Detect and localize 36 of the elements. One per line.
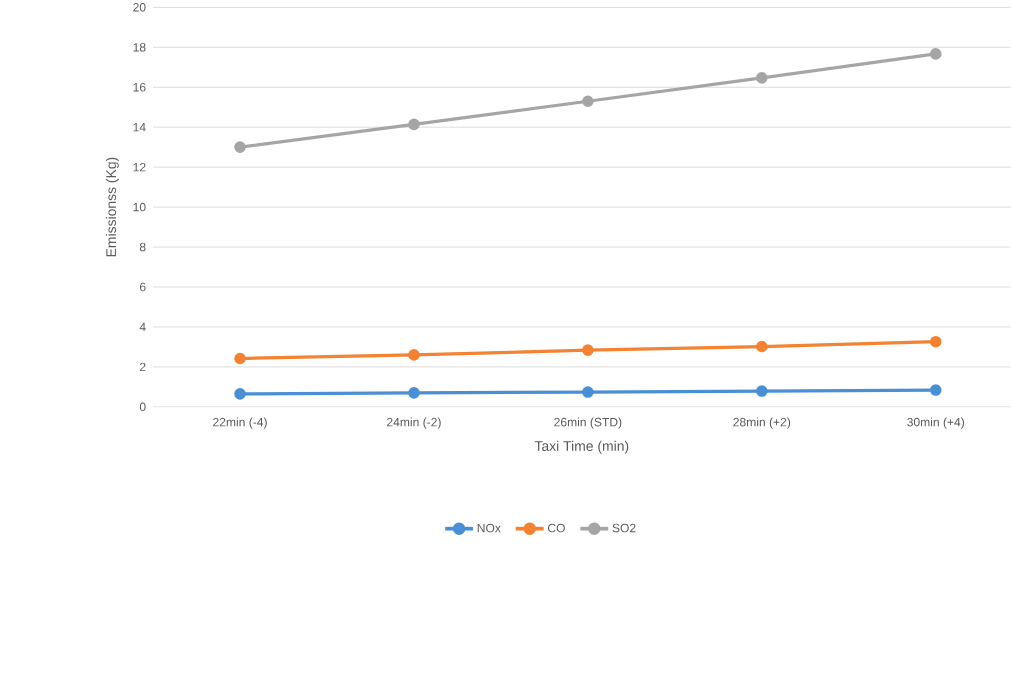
legend-label: CO <box>547 523 565 533</box>
point <box>929 47 942 60</box>
y-tick-label: 0 <box>139 402 146 411</box>
point <box>234 387 246 400</box>
point <box>929 384 942 396</box>
point <box>408 386 420 399</box>
point <box>756 340 768 353</box>
y-tick-label: 10 <box>133 202 146 212</box>
legend-label: SO2 <box>612 523 636 533</box>
point <box>756 71 768 84</box>
y-tick-label: 4 <box>139 322 146 331</box>
point <box>582 344 594 356</box>
x-tick-label: 24min (-2) <box>387 417 441 429</box>
point <box>582 95 594 107</box>
point <box>582 386 594 398</box>
y-tick-label: 2 <box>139 362 146 371</box>
y-tick-label: 20 <box>133 2 146 12</box>
y-tick-label: 14 <box>133 122 146 132</box>
point <box>408 118 420 130</box>
point <box>234 352 246 365</box>
point <box>756 385 768 397</box>
x-axis-title: Taxi Time (min) <box>534 440 629 454</box>
y-tick-label: 16 <box>133 82 146 92</box>
x-tick-label: 28min (+2) <box>733 417 791 429</box>
point <box>929 335 942 348</box>
x-tick-label: 30min (+4) <box>907 417 965 429</box>
legend-label: NOx <box>477 523 501 533</box>
y-axis-title: Emissionss (Kg) <box>105 157 119 257</box>
point <box>408 348 420 361</box>
point <box>234 141 246 153</box>
y-tick-label: 8 <box>139 242 146 252</box>
y-tick-label: 18 <box>133 42 146 52</box>
y-tick-label: 6 <box>139 282 146 292</box>
y-tick-label: 12 <box>133 162 146 172</box>
x-tick-label: 22min (-4) <box>213 417 267 429</box>
x-tick-label: 26min (STD) <box>554 417 622 429</box>
